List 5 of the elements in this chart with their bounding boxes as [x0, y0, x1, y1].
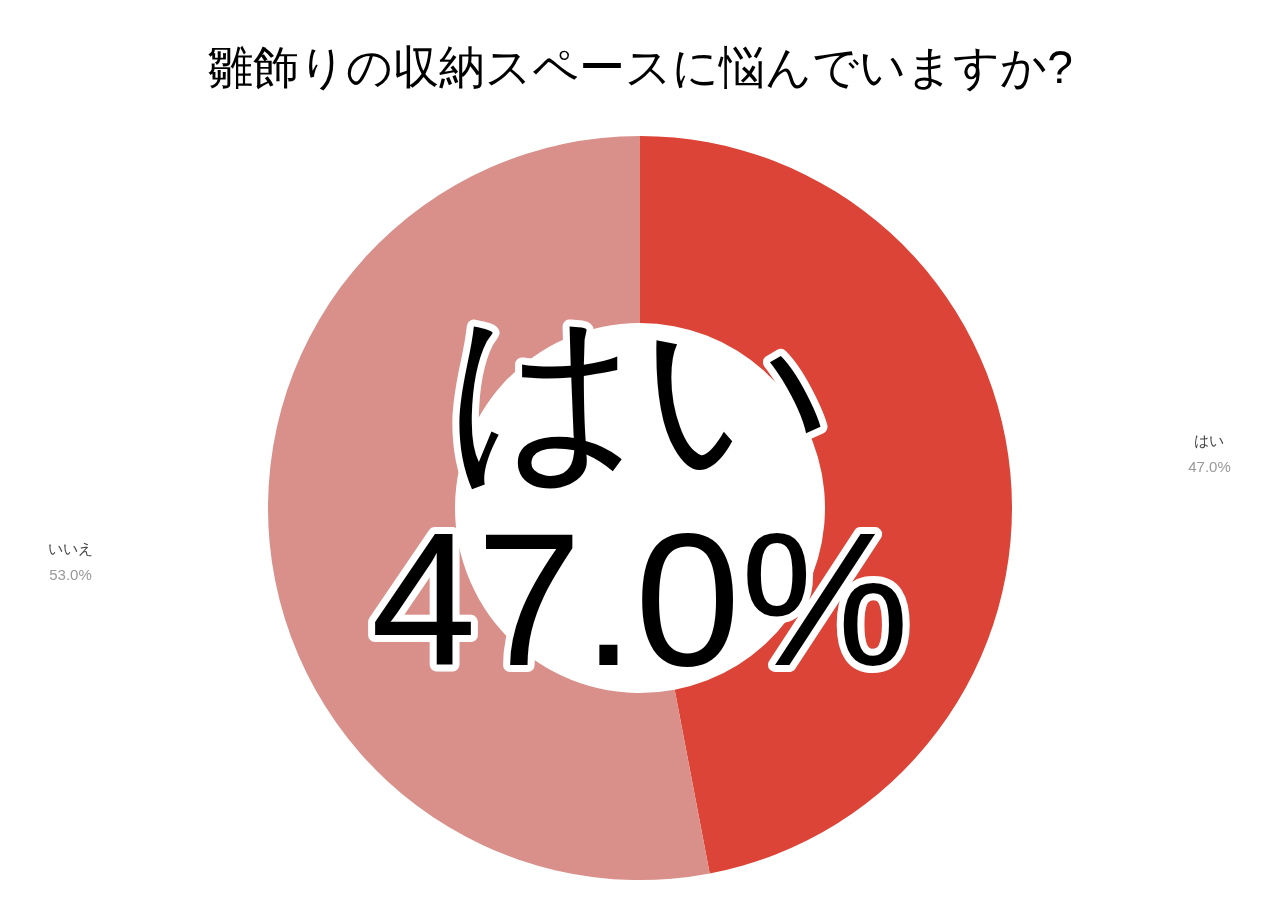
- slice-label: はい: [1194, 432, 1225, 450]
- data-label: 47.0%: [1188, 458, 1231, 476]
- chart-title: 雛飾りの収納スペースに悩んでいますか?: [207, 41, 1073, 93]
- slice-label: いいえ: [48, 539, 94, 557]
- data-label: 53.0%: [49, 565, 92, 583]
